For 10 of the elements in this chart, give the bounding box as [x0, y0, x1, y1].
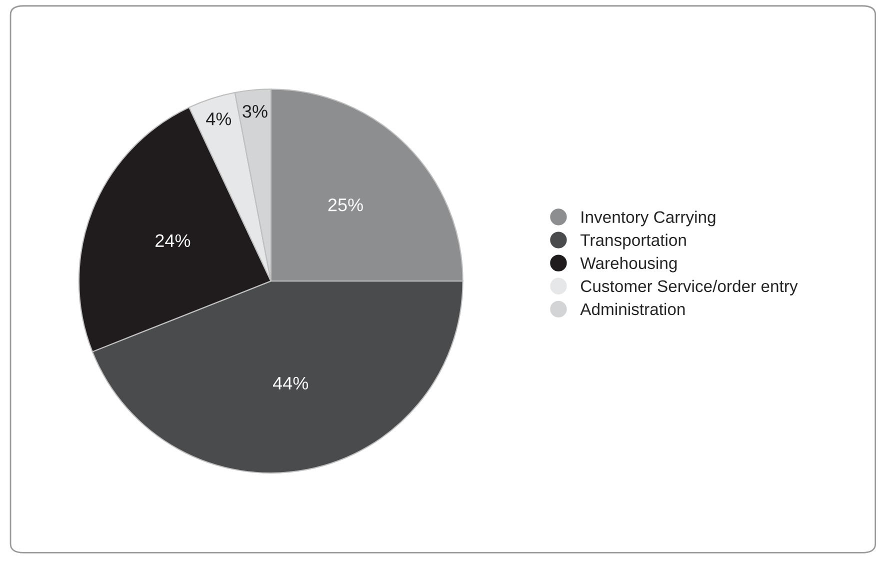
legend-label: Warehousing: [580, 256, 677, 272]
legend-label: Inventory Carrying: [582, 210, 716, 226]
legend-label: Transportation: [580, 234, 686, 250]
legend-label: Customer Service/order entry: [580, 280, 798, 296]
data-label: 44%: [272, 376, 308, 390]
data-label: 4%: [206, 112, 232, 126]
data-label: 24%: [156, 234, 190, 247]
data-label: 3%: [242, 104, 268, 118]
legend-label: Administration: [580, 302, 685, 316]
data-label: 25%: [328, 198, 363, 212]
